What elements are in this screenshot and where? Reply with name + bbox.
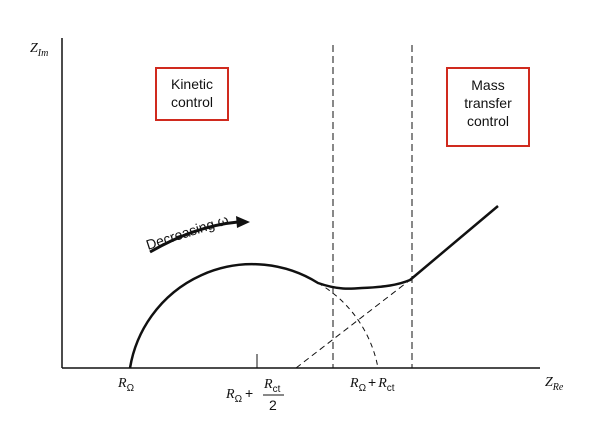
- extrapolated-arc: [317, 282, 379, 369]
- x-axis-label: ZRe: [545, 375, 564, 393]
- region-label: control: [171, 94, 213, 110]
- arrow-head: [236, 216, 250, 228]
- marker-label: 2: [269, 397, 277, 413]
- frequency-arrow: [149, 220, 239, 254]
- marker-label: RΩ +: [225, 385, 253, 405]
- region-label: control: [467, 113, 509, 129]
- y-axis-label: ZIm: [30, 41, 48, 59]
- marker-label: RΩ + Rct: [349, 374, 395, 394]
- region-label: Mass: [471, 77, 504, 93]
- warburg-extrapolation: [295, 279, 411, 369]
- region-label: Kinetic: [171, 76, 213, 92]
- marker-label: Rct: [263, 377, 281, 395]
- region-box: [446, 67, 530, 147]
- region-label: transfer: [464, 95, 512, 111]
- region-box: [155, 67, 229, 121]
- marker-label: RΩ: [117, 376, 135, 394]
- impedance-curve: [128, 205, 499, 369]
